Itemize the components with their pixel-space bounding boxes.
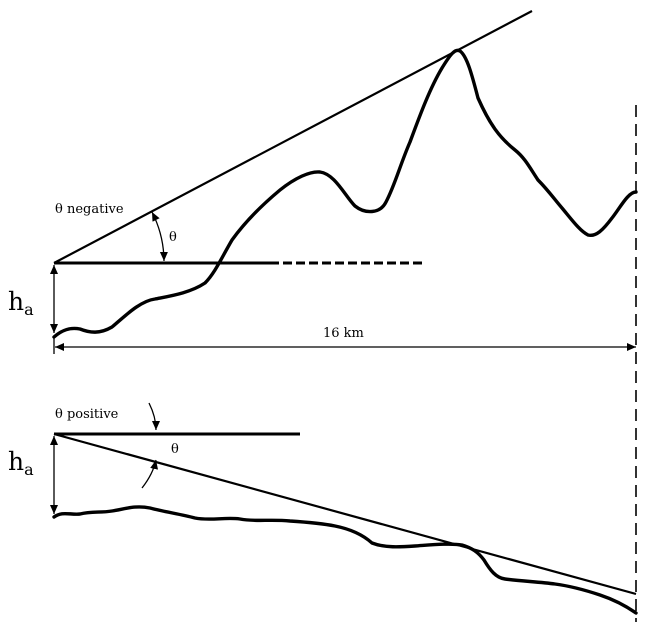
top-height-label: ha: [8, 287, 34, 319]
top-panel: θ negative θ ha 16 km: [8, 10, 638, 354]
top-angle-symbol: θ: [169, 230, 177, 245]
bottom-height-label: ha: [8, 447, 34, 479]
bottom-angle-arrow-lower: [141, 459, 159, 489]
top-height-symbol: h: [8, 287, 24, 316]
top-height-subscript: a: [24, 300, 34, 319]
bottom-height-subscript: a: [24, 460, 34, 479]
bottom-panel: θ positive θ ha: [8, 402, 638, 615]
top-angle-arc: [151, 211, 168, 262]
bottom-terrain-profile: [52, 505, 638, 615]
bottom-angle-symbol: θ: [171, 442, 179, 457]
top-angle-caption: θ negative: [55, 202, 124, 217]
distance-label: 16 km: [323, 326, 364, 341]
top-terrain-profile: [52, 48, 638, 339]
bottom-angle-arrow-upper: [148, 402, 160, 431]
bottom-height-symbol: h: [8, 447, 24, 476]
top-tangent-line: [53, 10, 533, 264]
bottom-angle-caption: θ positive: [55, 407, 119, 422]
bottom-tangent-line: [53, 432, 637, 596]
